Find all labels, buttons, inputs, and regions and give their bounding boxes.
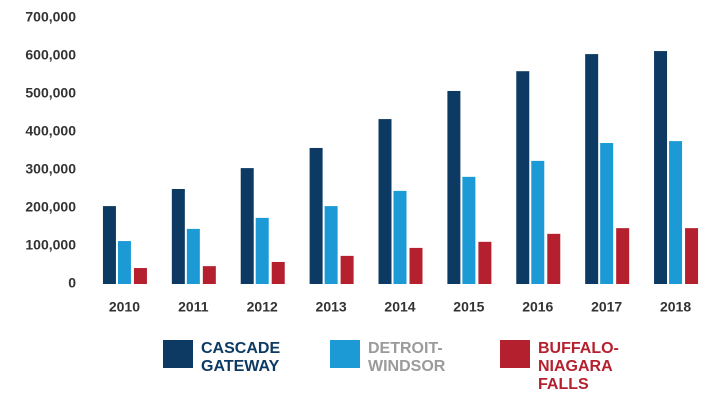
bar (393, 190, 407, 284)
y-tick-label: 400,000 (25, 123, 76, 139)
x-tick-label: 2014 (384, 299, 415, 315)
bar (685, 228, 699, 284)
bar (324, 206, 338, 284)
y-tick-label: 0 (68, 275, 76, 291)
legend-swatch (500, 340, 530, 368)
bar (547, 233, 561, 284)
bar (186, 228, 200, 284)
bar (654, 51, 668, 285)
bar (462, 176, 476, 284)
x-tick-label: 2018 (660, 299, 691, 315)
bar (309, 147, 323, 284)
bar (516, 71, 530, 284)
bar (531, 160, 545, 284)
bar (340, 255, 354, 284)
bar (102, 206, 116, 284)
bar (133, 268, 147, 284)
y-tick-label: 700,000 (25, 9, 76, 25)
x-tick-label: 2016 (522, 299, 553, 315)
legend-label: CASCADE GATEWAY (201, 340, 281, 375)
x-tick-label: 2012 (247, 299, 278, 315)
bar (585, 54, 599, 284)
x-tick-label: 2017 (591, 299, 622, 315)
bar (171, 189, 185, 284)
bar (447, 90, 461, 285)
legend-label: BUFFALO-NIAGARA FALLS (538, 340, 619, 393)
bar (378, 119, 392, 284)
bar (600, 143, 614, 284)
x-tick-label: 2013 (316, 299, 347, 315)
bar (616, 228, 630, 284)
bar (271, 261, 285, 284)
bar (255, 217, 269, 284)
legend-swatch (163, 340, 193, 368)
legend-label: DETROIT-WINDSOR (368, 340, 446, 375)
x-tick-label: 2015 (453, 299, 484, 315)
y-tick-label: 100,000 (25, 237, 76, 253)
bar (117, 241, 131, 284)
x-tick-label: 2010 (109, 299, 140, 315)
bar (478, 241, 492, 284)
y-tick-label: 200,000 (25, 199, 76, 215)
y-tick-label: 500,000 (25, 85, 76, 101)
x-tick-label: 2011 (178, 299, 209, 315)
y-tick-label: 600,000 (25, 47, 76, 63)
bar (669, 141, 683, 284)
bar (202, 266, 216, 284)
legend-swatch (330, 340, 360, 368)
bar (409, 247, 423, 284)
bar (240, 168, 254, 284)
y-tick-label: 300,000 (25, 161, 76, 177)
